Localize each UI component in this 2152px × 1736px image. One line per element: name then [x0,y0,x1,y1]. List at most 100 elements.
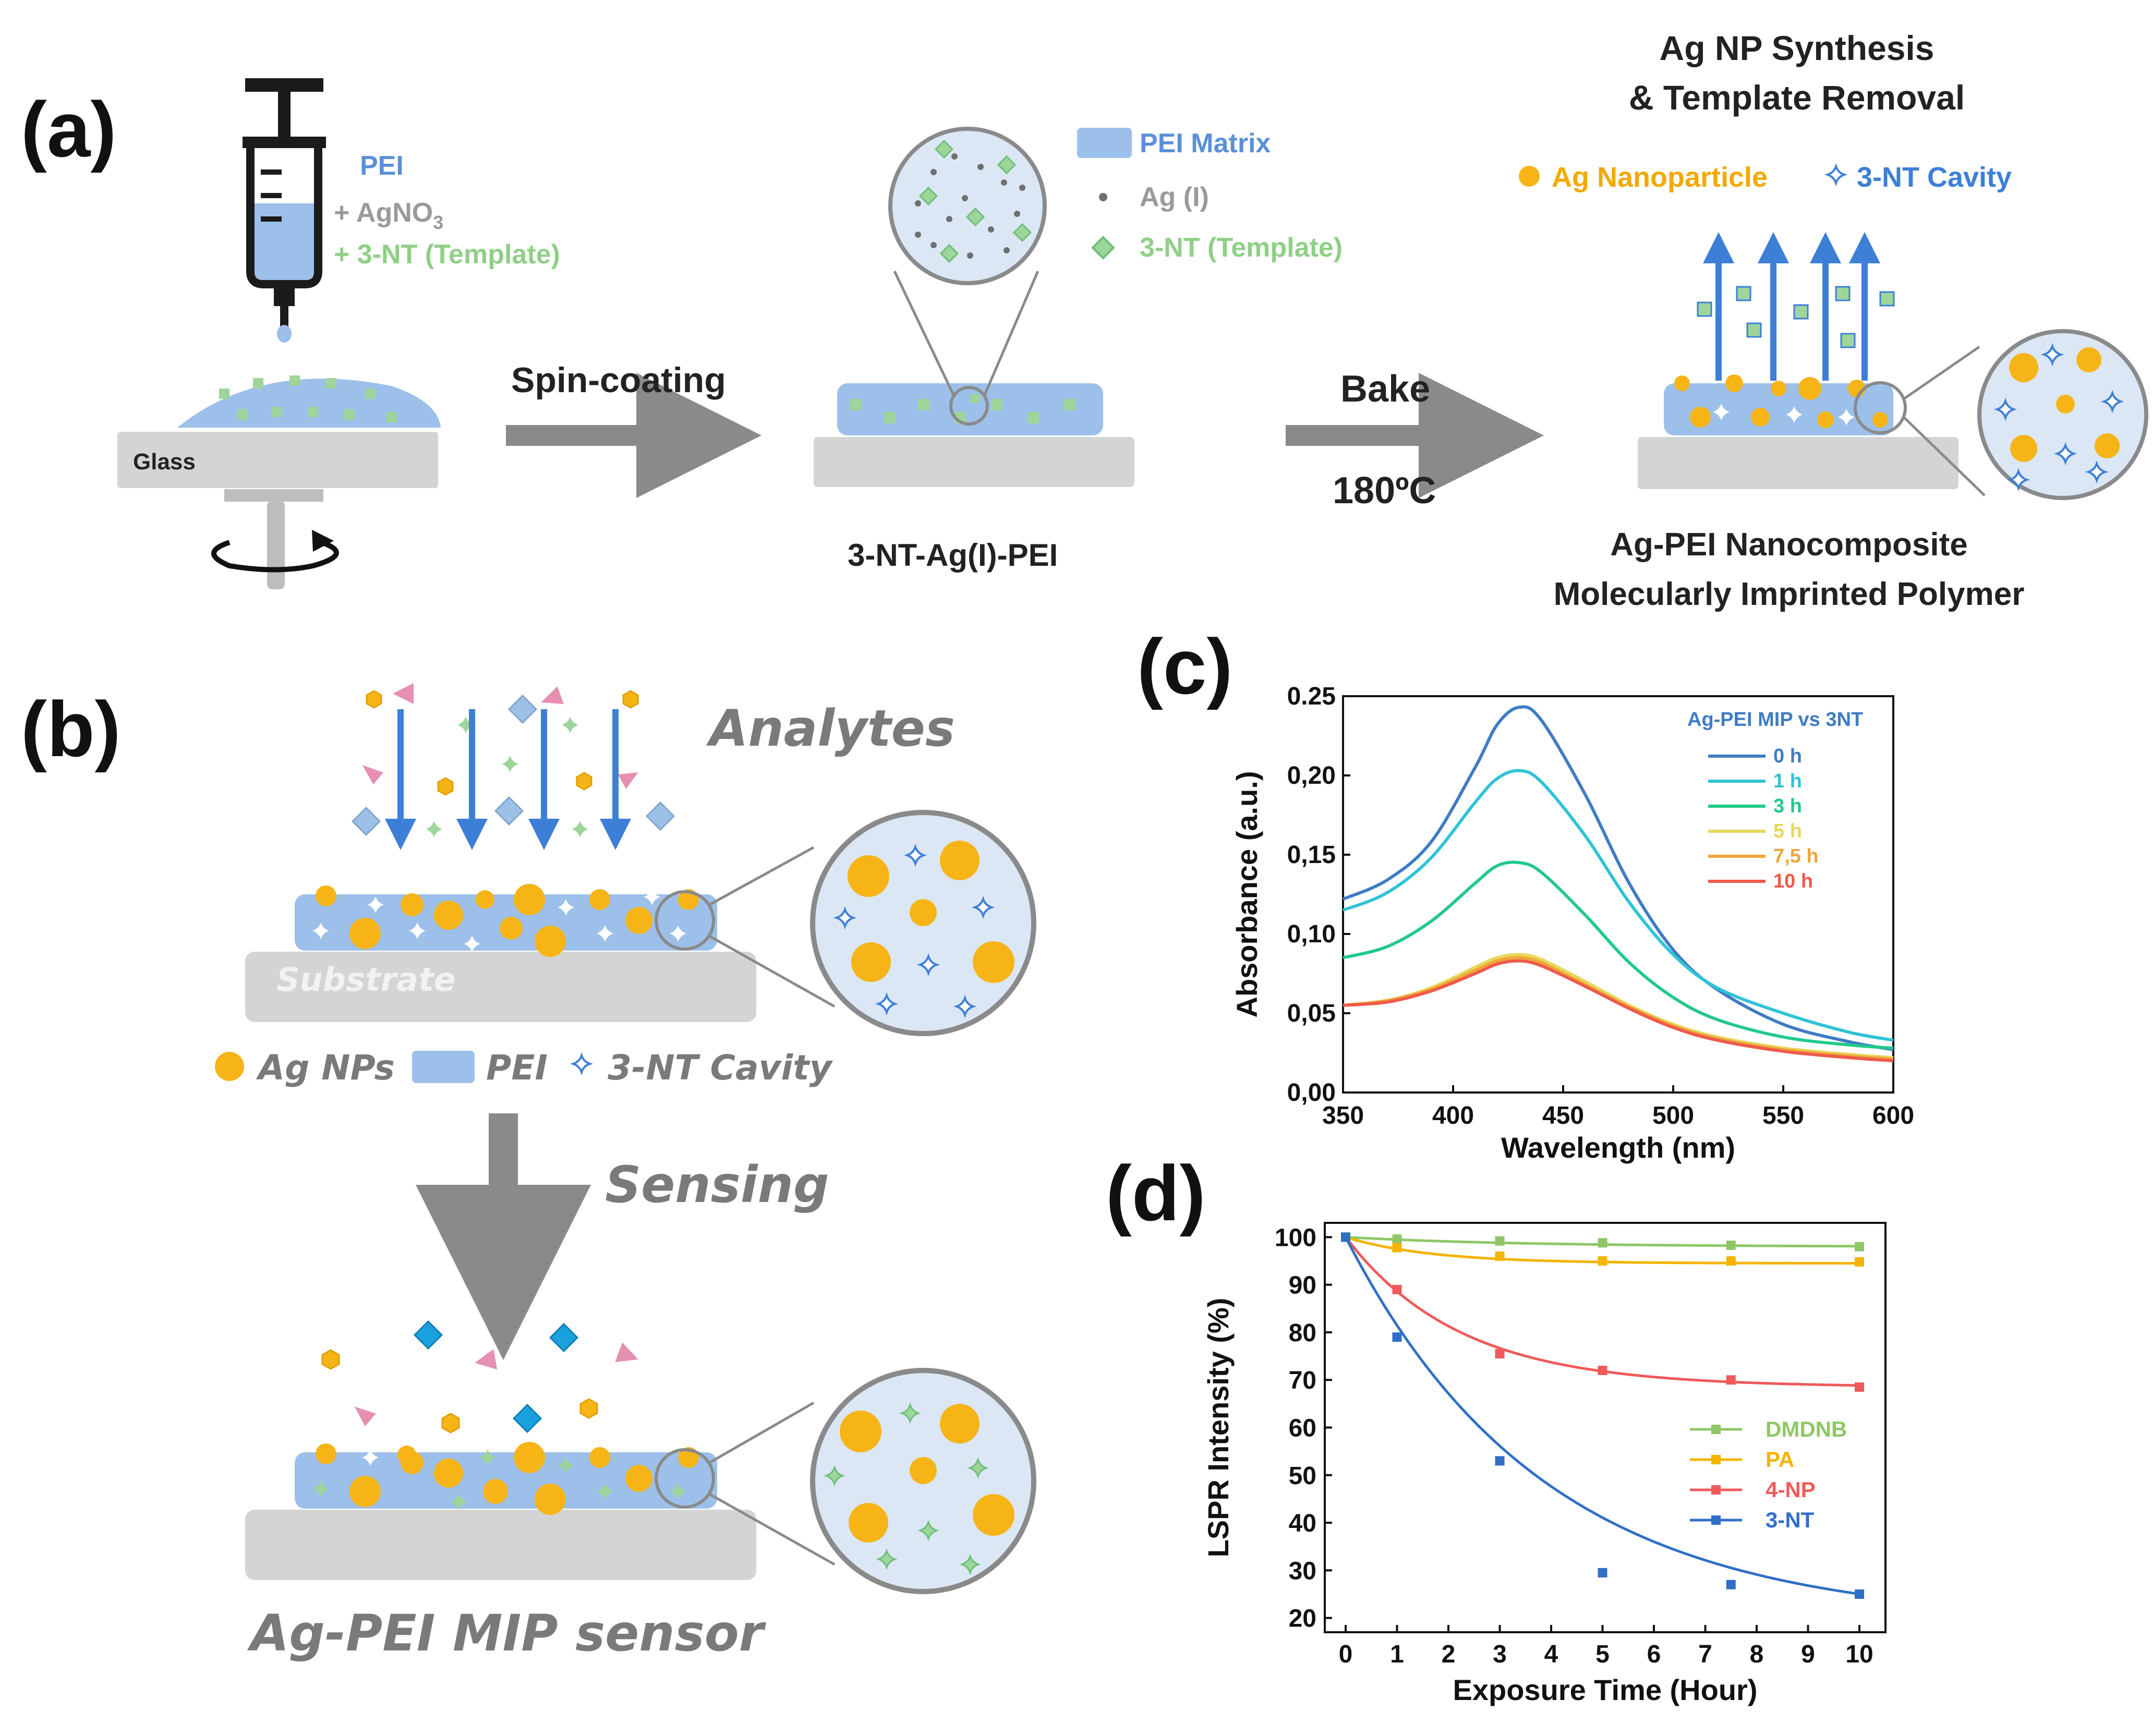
chart-c-xlabel: Wavelength (nm) [1501,1131,1735,1164]
legend-template: 3-NT (Template) [1140,233,1343,263]
chart-d-xtick-label: 3 [1493,1641,1507,1668]
chart-c-xtick-label: 400 [1432,1102,1474,1130]
chart-c-legend-label: 10 h [1773,870,1813,892]
chart-c-ytick-label: 0,15 [1287,841,1336,869]
syringe-icon [243,78,326,343]
legend-b-pei-swatch [412,1051,475,1083]
chart-c-ytick-label: 0,05 [1287,1000,1336,1027]
chart-c-series-line [1343,953,1894,1060]
bake-label: Bake [1340,368,1430,410]
chart-d-ytick-label: 70 [1289,1367,1316,1394]
panel-a-label: (a) [21,86,116,173]
ag-nanoparticle-swatch [1519,166,1540,187]
chart-d-point [1726,1375,1736,1385]
chart-c-xtick-label: 600 [1872,1102,1914,1130]
chart-d-point [1726,1580,1736,1589]
ag-pei-composite [1638,329,2148,500]
chart-d-fit-line [1344,1236,1860,1596]
legend-b-cavity-swatch [572,1054,591,1073]
chart-d-legend-marker [1711,1425,1721,1434]
chart-d-point [1392,1234,1402,1244]
chart-c-xtick-label: 350 [1322,1102,1364,1130]
analytes-label: Analytes [706,699,955,758]
legend-pei-matrix: PEI Matrix [1140,128,1271,159]
substrate-label: Substrate [276,961,456,999]
bake-temperature: 180ºC [1333,470,1436,512]
spin-coating-label: Spin-coating [511,360,726,400]
legend-ag-nanoparticle: Ag Nanoparticle [1552,162,1768,193]
chart-d-xtick-label: 7 [1698,1641,1712,1668]
chart-d-point [1598,1365,1607,1375]
syringe-template-label: + 3-NT (Template) [334,239,560,270]
sensor-label: Ag-PEI MIP sensor [247,1604,767,1662]
product-label-line2: Molecularly Imprinted Polymer [1554,576,2025,612]
chart-d-xtick-label: 5 [1595,1641,1610,1668]
chart-d-xtick-label: 8 [1750,1641,1764,1668]
chart-d-ytick-label: 80 [1289,1319,1316,1347]
pei-matrix-swatch [1077,128,1132,158]
chart-d-legend-marker [1711,1455,1721,1464]
chart-d-point [1495,1236,1505,1246]
chart-c-legend-label: 3 h [1773,795,1802,817]
chart-d-xtick-label: 2 [1442,1641,1456,1668]
chart-d-legend-marker [1711,1485,1721,1495]
chart-c-legend-label: 0 h [1773,745,1802,767]
chart-d-legend-label: 4-NP [1766,1477,1816,1502]
chart-d-ytick-label: 30 [1289,1557,1316,1585]
chart-d-point [1495,1456,1505,1466]
chart-c-xtick-label: 550 [1762,1102,1804,1130]
chart-d-point [1726,1256,1736,1266]
lspr-chart: 0 1 2 3 4 5 6 7 8 9 10 20 30 40 50 60 70 80 90 100 Exposure … [1202,1222,1887,1706]
legend-b-cavity: 3-NT Cavity [608,1048,833,1088]
chart-d-ytick-label: 100 [1275,1224,1316,1252]
chart-d-point [1341,1232,1350,1242]
syringe-agno3-label: + AgNO3 [334,198,443,233]
chart-d-xtick-label: 6 [1647,1641,1661,1668]
absorbance-chart: 350 400 450 500 550 600 0,00 0,05 0,10 0,15 0,20 0.… [1230,683,1914,1164]
chart-c-ytick-label: 0,10 [1287,920,1336,948]
chart-c-series-line [1343,959,1894,1063]
chart-d-point [1726,1240,1736,1250]
panel-c-label: (c) [1137,623,1232,710]
chart-c-title: Ag-PEI MIP vs 3NT [1687,709,1863,731]
chart-c-legend-label: 7,5 h [1773,845,1819,867]
syringe-pei-label: PEI [360,151,404,181]
chart-c-series-line [1342,705,1894,1051]
chart-c-series-line [1342,769,1894,1042]
chart-c-legend-label: 5 h [1773,820,1802,842]
chart-d-point [1598,1256,1607,1266]
product-label-line1: Ag-PEI Nanocomposite [1610,527,1968,563]
chart-d-legend-label: DMDNB [1766,1417,1847,1441]
legend-ag-ion: Ag (I) [1140,182,1209,212]
chart-d-point [1598,1568,1607,1577]
chart-d-xtick-label: 10 [1845,1641,1873,1668]
panel-d-label: (d) [1106,1149,1206,1237]
chart-d-legend-label: 3-NT [1766,1508,1815,1532]
chart-d-xtick-label: 9 [1801,1641,1815,1668]
chart-d-ytick-label: 20 [1289,1605,1316,1633]
chart-d-point [1855,1242,1864,1252]
chart-c-series-line [1343,860,1894,1050]
chart-d-legend-label: PA [1766,1447,1794,1472]
sensor-illustration [245,1320,1036,1594]
chart-d-point [1392,1243,1402,1253]
chart-c-legend-label: 1 h [1773,770,1802,792]
legend-b-pei: PEI [486,1048,548,1088]
chart-c-ytick-label: 0.25 [1287,683,1336,710]
chart-c-ytick-label: 0,20 [1287,762,1336,790]
ag-ion-swatch [1099,193,1107,201]
synthesis-title-line1: Ag NP Synthesis [1660,29,1935,67]
template-removal-arrows [1697,232,1895,381]
cavity-swatch [1827,165,1845,184]
sensing-label: Sensing [605,1156,829,1214]
chart-d-ytick-label: 60 [1289,1415,1316,1442]
chart-d-point [1855,1382,1864,1392]
glass-label: Glass [133,449,196,475]
chart-d-point [1495,1349,1505,1359]
chart-d-legend-marker [1711,1515,1721,1525]
coated-film [814,127,1134,487]
chart-d-xtick-label: 1 [1390,1641,1404,1668]
chart-c-series-line [1343,956,1894,1061]
chart-d-xlabel: Exposure Time (Hour) [1453,1673,1758,1706]
